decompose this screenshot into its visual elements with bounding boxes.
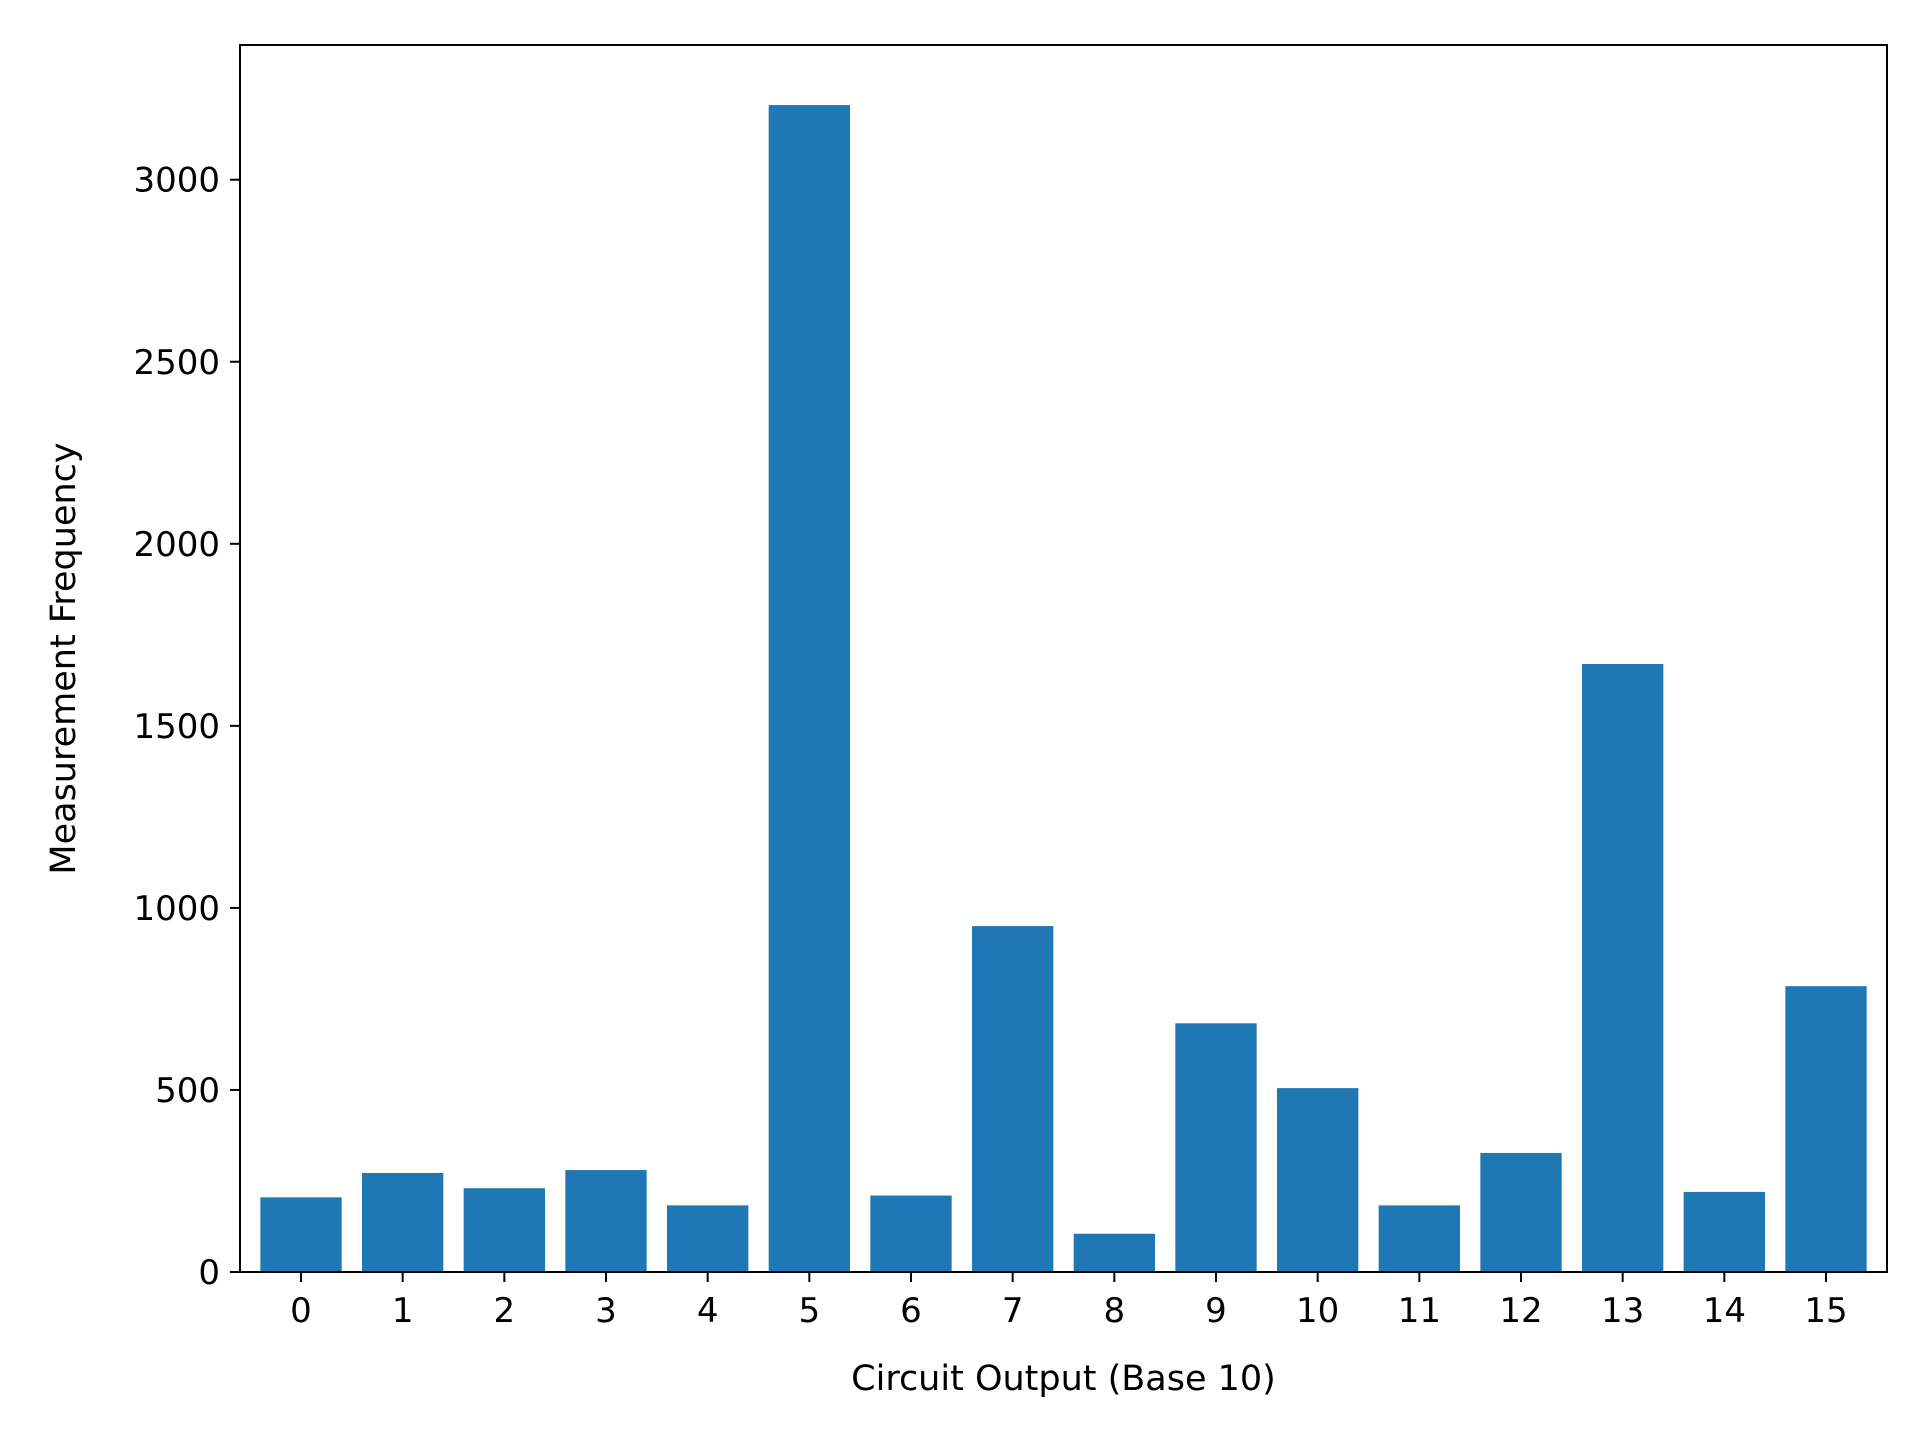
bar-8 [1073, 1233, 1155, 1272]
x-tick-label-3: 3 [595, 1291, 617, 1331]
bar-13 [1582, 663, 1664, 1272]
bar-15 [1785, 986, 1867, 1272]
y-tick-label-3000: 3000 [133, 161, 220, 201]
bar-10 [1277, 1088, 1359, 1272]
y-tick-label-2500: 2500 [133, 343, 220, 383]
x-tick-label-4: 4 [697, 1291, 719, 1331]
bar-4 [667, 1205, 749, 1272]
x-axis-ticks: 0 1 2 3 4 5 6 7 8 9 10 11 12 13 14 15 [290, 1272, 1848, 1331]
bar-7 [972, 926, 1054, 1272]
y-tick-label-0: 0 [198, 1253, 220, 1293]
x-tick-label-14: 14 [1703, 1291, 1746, 1331]
x-tick-label-9: 9 [1205, 1291, 1227, 1331]
y-axis-label: Measurement Frequency [44, 442, 84, 874]
y-tick-label-1500: 1500 [133, 707, 220, 747]
x-tick-label-5: 5 [799, 1291, 821, 1331]
y-tick-label-2000: 2000 [133, 525, 220, 565]
bar-1 [362, 1172, 444, 1272]
bar-5 [768, 105, 850, 1272]
bar-9 [1175, 1023, 1257, 1272]
y-tick-label-500: 500 [155, 1071, 220, 1111]
x-tick-label-12: 12 [1499, 1291, 1542, 1331]
bar-3 [565, 1170, 647, 1272]
x-tick-label-8: 8 [1104, 1291, 1126, 1331]
plot-frame [239, 44, 1888, 1273]
x-tick-label-6: 6 [900, 1291, 922, 1331]
bar-11 [1378, 1205, 1460, 1272]
x-tick-label-7: 7 [1002, 1291, 1024, 1331]
y-tick-label-1000: 1000 [133, 889, 220, 929]
bars-group [260, 105, 1867, 1272]
bar-6 [870, 1195, 952, 1272]
x-tick-label-10: 10 [1296, 1291, 1339, 1331]
x-tick-label-11: 11 [1398, 1291, 1441, 1331]
x-axis-label: Circuit Output (Base 10) [851, 1359, 1276, 1399]
bar-2 [463, 1188, 545, 1272]
bar-12 [1480, 1152, 1562, 1272]
x-tick-label-1: 1 [392, 1291, 414, 1331]
x-tick-label-2: 2 [494, 1291, 516, 1331]
y-axis-ticks: 0 500 1000 1500 2000 2500 3000 [133, 161, 240, 1293]
x-tick-label-0: 0 [290, 1291, 312, 1331]
bar-14 [1683, 1191, 1765, 1272]
bar-0 [260, 1197, 342, 1272]
x-tick-label-15: 15 [1804, 1291, 1847, 1331]
x-tick-label-13: 13 [1601, 1291, 1644, 1331]
